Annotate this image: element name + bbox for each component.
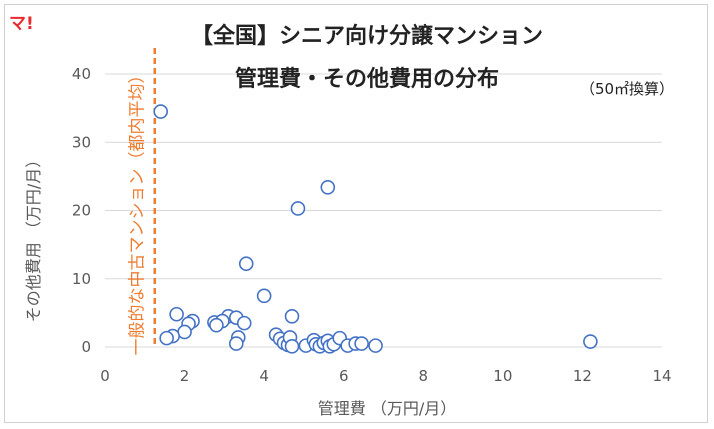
data-point — [153, 104, 168, 119]
data-point — [159, 330, 174, 346]
chart-subtitle: （50㎡換算） — [580, 80, 674, 98]
data-point — [320, 179, 336, 195]
y-tick-labels: 0 10 20 30 40 — [72, 65, 91, 356]
y-tick-label: 30 — [72, 133, 91, 151]
x-tick-label: 12 — [573, 367, 592, 385]
data-point — [169, 306, 184, 322]
x-tick-label: 8 — [419, 367, 429, 385]
data-point — [284, 339, 300, 354]
y-tick-label: 0 — [81, 338, 91, 356]
x-tick-label: 2 — [180, 367, 190, 385]
x-tick-label: 4 — [259, 367, 269, 385]
y-tick-label: 20 — [72, 202, 91, 220]
y-tick-label: 40 — [72, 65, 91, 83]
data-point — [177, 324, 192, 340]
chart-title-line2: 管理費・その他費用の分布 — [235, 66, 499, 92]
data-point — [368, 338, 383, 353]
data-point — [354, 336, 369, 351]
x-axis-label: 管理費 （万円/月） — [318, 399, 456, 418]
data-point — [209, 317, 224, 333]
logo: マ! — [9, 14, 34, 34]
reference-line-label: 一般的な中古マンション（都内平均） — [128, 67, 148, 356]
x-tick-label: 14 — [652, 367, 671, 385]
y-tick-label: 10 — [72, 270, 91, 288]
data-point — [284, 308, 300, 324]
x-tick-labels: 0 2 4 6 8 10 12 14 — [100, 367, 671, 385]
data-point — [583, 334, 598, 349]
chart-title-line1: 【全国】シニア向け分譲マンション — [191, 23, 543, 49]
data-point — [256, 288, 272, 304]
chart-frame: 0 10 20 30 40 0 2 4 6 8 10 12 14 一般的な中古マンション（都内平均） … — [4, 4, 708, 423]
data-point — [228, 336, 244, 351]
data-points — [153, 104, 598, 354]
data-point — [238, 256, 254, 272]
data-point — [236, 315, 252, 331]
x-tick-label: 0 — [100, 367, 110, 385]
y-axis-label: その他費用 （万円/月） — [24, 152, 43, 322]
x-tick-label: 6 — [339, 367, 349, 385]
data-point — [290, 201, 306, 216]
x-tick-label: 10 — [493, 367, 512, 385]
gridlines — [105, 73, 662, 348]
